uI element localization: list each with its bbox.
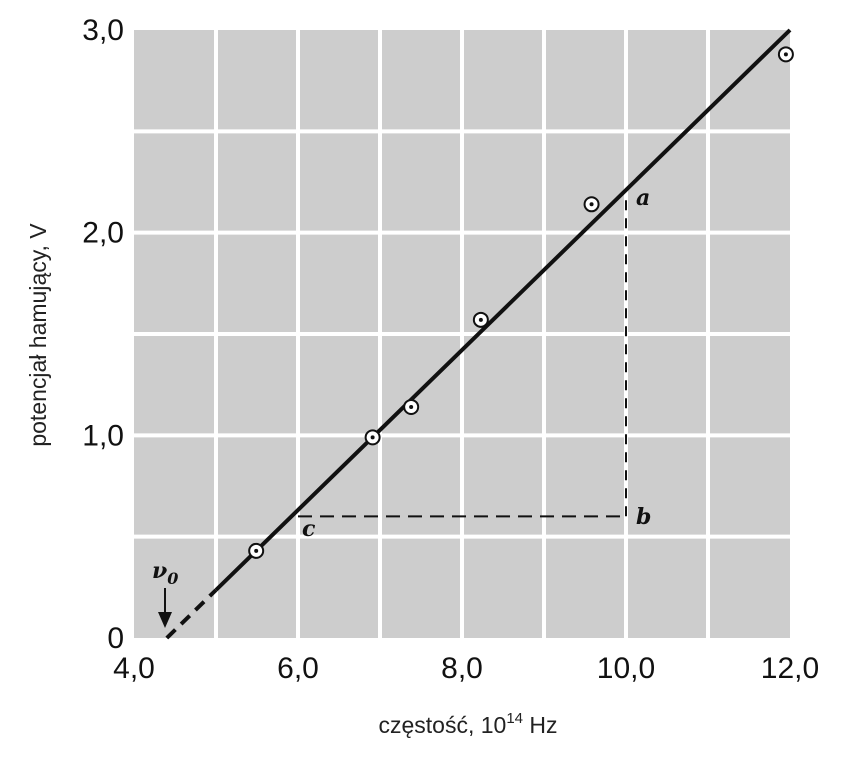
y-tick-label: 1,0 [82,419,124,452]
nu0-arrow-head [158,612,172,628]
nu0-marker: ν0 [152,558,178,628]
fit-line-extrapolated [165,588,218,640]
triangle-label-a: a [636,185,650,211]
x-tick-label: 6,0 [277,652,319,685]
x-tick-label: 10,0 [597,652,655,685]
y-tick-labels: 0 1,0 2,0 3,0 [82,14,124,655]
data-points [248,46,794,559]
data-point-center [370,435,375,440]
grid-lines [134,30,790,638]
data-point-center [783,52,788,57]
triangle-label-c: c [302,516,316,542]
data-point-center [478,317,483,322]
triangle-label-b: b [636,504,651,530]
y-tick-label: 0 [107,622,124,655]
x-tick-label: 4,0 [113,652,155,685]
nu0-label: ν0 [152,558,178,588]
x-tick-label: 12,0 [761,652,819,685]
data-point-center [409,404,414,409]
data-point-center [589,202,594,207]
x-tick-label: 8,0 [441,652,483,685]
fit-line-solid [214,28,792,592]
y-tick-label: 3,0 [82,14,124,47]
y-tick-label: 2,0 [82,217,124,250]
y-axis-title: potencjał hamujący, V [25,223,51,447]
data-point-center [254,548,259,553]
x-axis-title: częstość, 1014 Hz [378,710,557,738]
fit-line [165,28,792,640]
x-tick-labels: 4,0 6,0 8,0 10,0 12,0 [113,652,819,685]
slope-triangle [298,200,627,518]
